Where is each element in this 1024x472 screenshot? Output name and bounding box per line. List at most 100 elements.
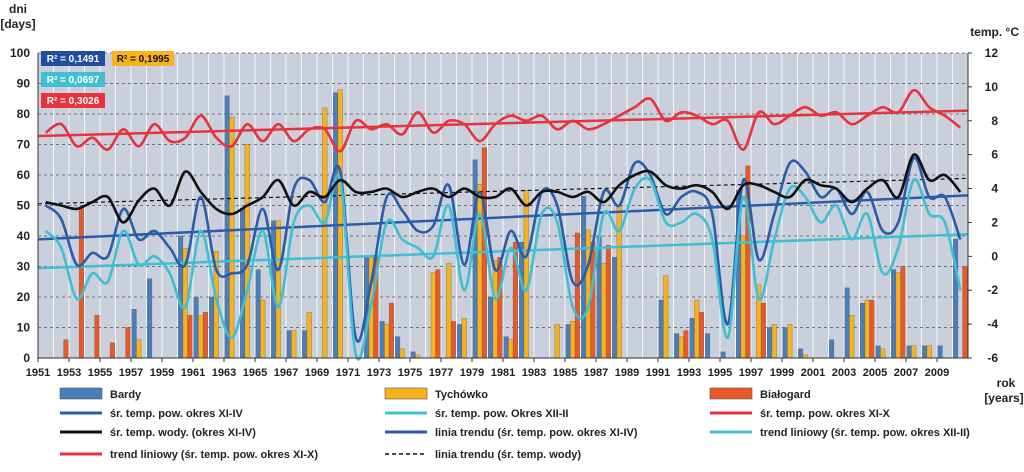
bar-bardy: [565, 324, 571, 359]
r-squared-label: R² = 0,3026: [47, 96, 100, 107]
bar-bardy: [860, 302, 866, 359]
x-tick-label: 1967: [274, 367, 298, 379]
x-tick-label: 1979: [460, 367, 484, 379]
legend-label: śr. temp. pow. okres XI-IV: [110, 408, 244, 420]
x-tick-label: 2001: [801, 367, 825, 379]
x-tick-label: 2007: [894, 367, 918, 379]
x-tick-label: 1985: [553, 367, 577, 379]
bar-bia-ogard: [388, 302, 394, 359]
legend-label: Bardy: [110, 389, 142, 401]
x-tick-label: 1975: [398, 367, 422, 379]
x-tick-label: 2003: [832, 367, 856, 379]
bar-tych-wko: [492, 260, 498, 359]
bar-bardy: [410, 351, 416, 359]
bar-bardy: [906, 345, 912, 359]
bar-tych-wko: [508, 339, 514, 359]
x-tick-label: 1955: [88, 367, 112, 379]
left-tick-label: 80: [17, 107, 31, 121]
left-tick-label: 70: [17, 138, 31, 152]
bar-tych-wko: [446, 263, 452, 359]
legend: Bardy Tychówko Białogard śr. temp. pow. okr…: [59, 387, 970, 461]
bar-bardy: [193, 296, 199, 359]
x-tick-label: 1963: [212, 367, 236, 379]
x-tick-label: 1987: [584, 367, 608, 379]
bar-tych-wko: [663, 275, 669, 359]
x-tick-label: 1995: [708, 367, 732, 379]
legend-label: śr. temp. wody. (okres XI-IV): [110, 427, 256, 439]
bar-tych-wko: [880, 348, 886, 359]
bar-tych-wko: [694, 299, 700, 359]
right-axis-label: temp. °C: [970, 25, 1019, 39]
x-tick-label: 1981: [491, 367, 515, 379]
right-tick-label: 4: [991, 182, 998, 196]
bar-bardy: [922, 345, 928, 359]
bar-bia-ogard: [450, 321, 456, 359]
line--r-temp-pow-okres-xii-ii: [44, 174, 962, 361]
legend-label: trend liniowy (śr. temp. pow. okres XI-X…: [110, 449, 318, 461]
bar-bia-ogard: [869, 299, 875, 359]
bar-bardy: [488, 296, 494, 359]
right-tick-label: -4: [987, 317, 998, 331]
bar-bardy: [224, 95, 230, 359]
legend-swatch: [384, 387, 428, 400]
legend-label: śr. temp. pow. okres XI-X: [760, 408, 890, 420]
bar-bardy: [875, 345, 881, 359]
bar-tych-wko: [740, 235, 746, 359]
right-tick-label: 6: [991, 148, 998, 162]
bar-tych-wko: [322, 107, 328, 359]
bar-bardy: [767, 327, 773, 359]
bar-bia-ogard: [187, 315, 193, 359]
x-tick-label: 1959: [150, 367, 174, 379]
bar-tych-wko: [275, 220, 281, 359]
left-tick-label: 10: [17, 321, 31, 335]
bar-bardy: [457, 324, 463, 359]
bar-bia-ogard: [962, 266, 968, 359]
axes: 0 10 20 30 40 50 60 70 80 90 100 -6 -4 -2 0 2 4 6 8 10 12 195…: [10, 46, 998, 379]
right-tick-label: 12: [985, 46, 999, 60]
bar-bardy: [286, 330, 292, 359]
bar-tych-wko: [895, 272, 901, 359]
bar-bardy: [829, 339, 835, 359]
r-squared-box: [41, 51, 105, 66]
bar-bardy: [798, 348, 804, 359]
x-tick-label: 2005: [863, 367, 887, 379]
bar-bia-ogard: [202, 312, 208, 359]
x-tick-label: 1971: [336, 367, 360, 379]
left-tick-label: 40: [17, 229, 31, 243]
legend-label: trend liniowy (śr. temp. pow. okres XII-…: [760, 427, 970, 439]
bar-tych-wko: [678, 336, 684, 359]
right-tick-label: 10: [985, 80, 999, 94]
x-axis-label-line2: [years]: [984, 391, 1023, 405]
left-axis-label-line2: [days]: [0, 17, 35, 31]
bar-bia-ogard: [497, 257, 503, 359]
left-tick-label: 30: [17, 260, 31, 274]
x-tick-label: 1993: [677, 367, 701, 379]
x-tick-label: 1977: [429, 367, 453, 379]
x-tick-label: 1991: [646, 367, 670, 379]
r-squared-label: R² = 0,1995: [117, 54, 170, 65]
bar-bardy: [891, 269, 897, 359]
line--r-temp-pow-okres-xi-iv: [44, 156, 962, 343]
right-tick-label: 2: [991, 215, 998, 229]
left-tick-label: 60: [17, 168, 31, 182]
bar-bardy: [674, 333, 680, 359]
bar-tych-wko: [430, 272, 436, 359]
bar-tych-wko: [864, 299, 870, 359]
r-squared-box: [41, 93, 105, 108]
right-tick-label: -2: [987, 283, 998, 297]
bar-bia-ogard: [109, 342, 115, 359]
bar-bia-ogard: [435, 269, 441, 359]
bar-bardy: [395, 336, 401, 359]
bar-bia-ogard: [605, 244, 611, 359]
bar-bardy: [720, 351, 726, 359]
bar-bia-ogard: [900, 266, 906, 359]
bar-bardy: [472, 159, 478, 359]
r-squared-label: R² = 0,0697: [47, 75, 100, 86]
bar-bardy: [705, 333, 711, 359]
bar-bardy: [937, 345, 943, 359]
temperature-lines: [44, 89, 962, 361]
x-tick-label: 1961: [181, 367, 205, 379]
left-tick-label: 50: [17, 199, 31, 213]
bar-tych-wko: [384, 324, 390, 359]
